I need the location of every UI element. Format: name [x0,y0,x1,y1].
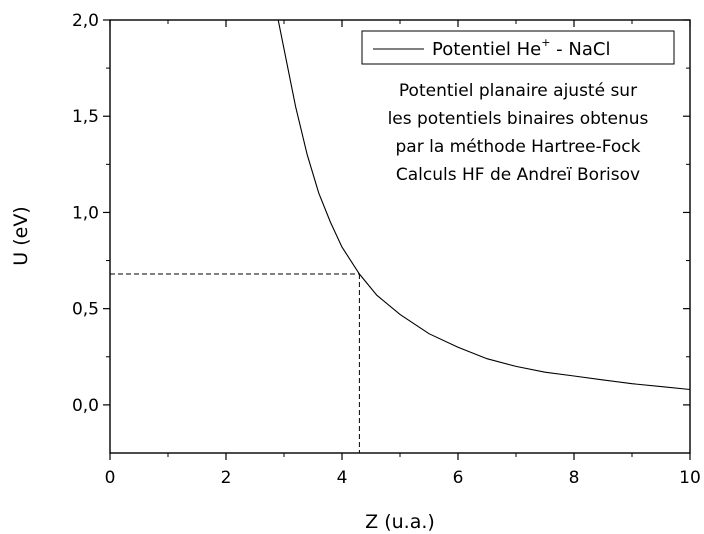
x-axis-title: Z (u.a.) [365,511,435,533]
legend-box [361,30,675,65]
legend-label-superscript: + [541,36,550,49]
annotation: Potentiel planaire ajusté sur les potent… [388,81,649,185]
y-tick-label: 0,0 [72,396,99,416]
annotation-line-4: Calculs HF de Andreï Borisov [396,165,640,185]
annotation-line-3: par la méthode Hartree-Fock [396,137,641,157]
y-axis-ticks: 0,0 0,5 1,0 1,5 2,0 [72,11,690,416]
plot-frame [109,19,691,454]
annotation-line-1: Potentiel planaire ajusté sur [399,81,637,101]
y-tick-label: 2,0 [72,11,99,31]
legend: Potentiel He+ - NaCl [361,30,675,65]
x-tick-label: 4 [337,468,348,488]
annotation-line-2: les potentiels binaires obtenus [388,109,649,129]
x-tick-label: 2 [221,468,232,488]
y-tick-label: 0,5 [72,300,99,320]
x-tick-label: 6 [453,468,464,488]
reference-lines [110,273,360,453]
y-tick-label: 1,0 [72,203,99,223]
legend-label-main: Potentiel He [432,39,541,60]
series-line [277,19,691,391]
legend-label-tail: - NaCl [550,39,610,60]
legend-entry: Potentiel He+ - NaCl [432,36,610,60]
x-tick-label: 8 [569,468,580,488]
y-tick-label: 1,5 [72,107,99,127]
y-axis-title: U (eV) [10,206,32,265]
x-tick-label: 10 [679,468,701,488]
x-tick-label: 0 [105,468,116,488]
